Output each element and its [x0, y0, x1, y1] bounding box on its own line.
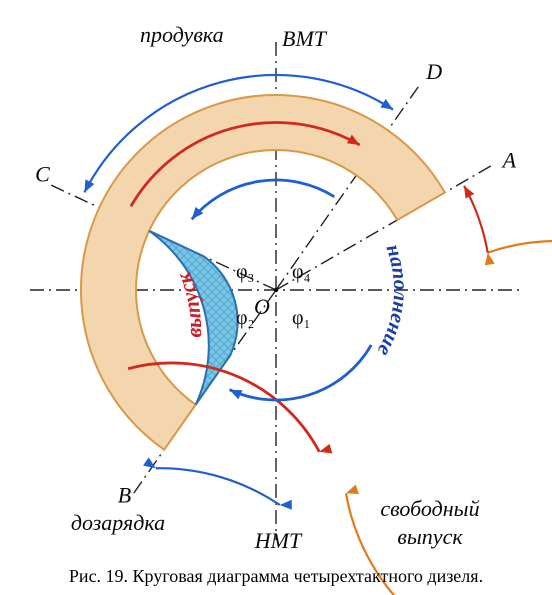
circular-timing-diagram: Oφ₄ φ₃ φ₁ φ₂ ВМТ НМТ A B C Dпродувка дозарядка своб… — [0, 0, 552, 595]
svg-text:φ₃: φ₃ — [236, 261, 255, 283]
svg-text:A: A — [501, 148, 517, 173]
svg-text:свободный: свободный — [380, 496, 479, 521]
svg-text:φ₁: φ₁ — [292, 307, 311, 329]
svg-text:D: D — [425, 59, 442, 84]
svg-text:C: C — [35, 161, 50, 186]
svg-text:НМТ: НМТ — [254, 528, 303, 553]
svg-text:O: O — [254, 294, 270, 319]
svg-text:продувка: продувка — [140, 22, 224, 47]
svg-text:B: B — [118, 483, 131, 508]
svg-text:дозарядка: дозарядка — [71, 510, 165, 535]
svg-text:ВМТ: ВМТ — [282, 26, 328, 51]
svg-text:φ₄: φ₄ — [292, 261, 311, 283]
svg-text:выпуск: выпуск — [397, 524, 463, 549]
svg-text:наполнение: наполнение — [373, 241, 414, 361]
svg-text:φ₂: φ₂ — [236, 307, 255, 329]
figure-caption: Рис. 19. Круговая диаграмма четырехтактн… — [0, 566, 552, 587]
